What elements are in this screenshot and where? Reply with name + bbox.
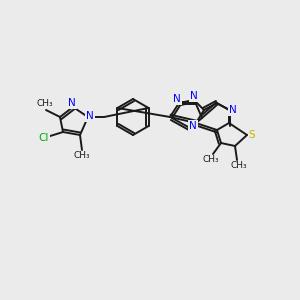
Text: Cl: Cl	[39, 133, 49, 143]
Text: CH₃: CH₃	[203, 155, 219, 164]
Text: N: N	[229, 105, 237, 115]
Text: CH₃: CH₃	[231, 161, 247, 170]
Text: N: N	[173, 94, 181, 104]
Text: N: N	[189, 121, 197, 131]
Text: CH₃: CH₃	[74, 152, 90, 160]
Text: N: N	[68, 98, 76, 108]
Text: N: N	[86, 111, 94, 121]
Text: S: S	[249, 130, 255, 140]
Text: CH₃: CH₃	[37, 100, 53, 109]
Text: N: N	[190, 91, 198, 101]
